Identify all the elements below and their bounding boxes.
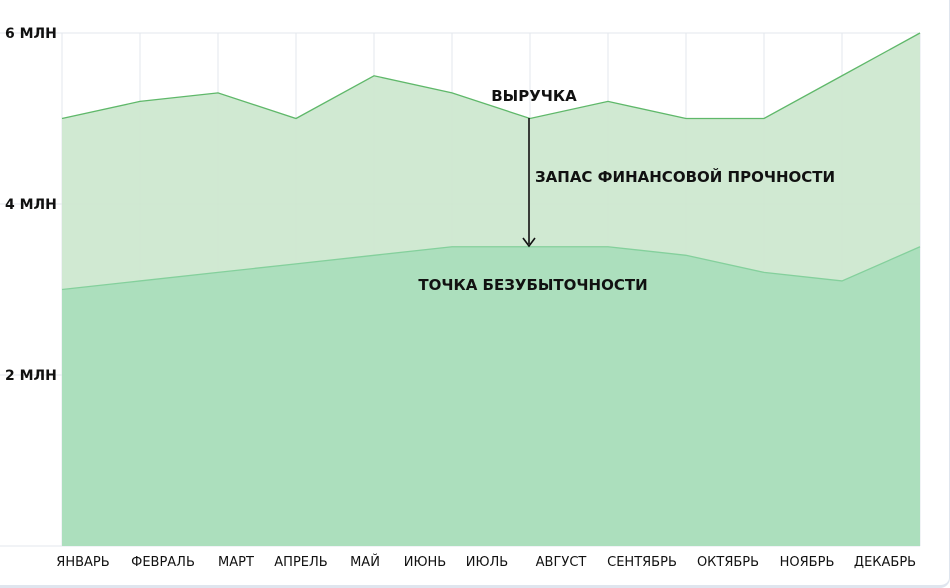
revenue-line: [61, 32, 921, 120]
y-tick-label: 2 МЛН: [5, 368, 57, 384]
x-tick-label: ИЮНЬ: [404, 555, 446, 570]
x-tick-label: СЕНТЯБРЬ: [607, 555, 677, 570]
x-tick-label: ЯНВАРЬ: [56, 555, 109, 570]
x-tick-label: АПРЕЛЬ: [274, 555, 327, 570]
breakeven-annotation: ТОЧКА БЕЗУБЫТОЧНОСТИ: [418, 276, 647, 294]
x-tick-label: МАРТ: [218, 555, 254, 570]
series-areas: [61, 32, 921, 546]
breakeven-line: [61, 246, 921, 291]
margin-arrow-head: [522, 237, 536, 248]
x-tick-label: ФЕВРАЛЬ: [131, 555, 195, 570]
x-axis-ticks: ЯНВАРЬ ФЕВРАЛЬ МАРТ АПРЕЛЬ МАЙ ИЮНЬ ИЮЛЬ АВГУСТ…: [56, 554, 916, 570]
annotations: ВЫРУЧКА ЗАПАС ФИНАНСОВОЙ ПРОЧНОСТИ ТОЧКА…: [418, 87, 835, 294]
revenue-annotation: ВЫРУЧКА: [491, 87, 577, 105]
x-tick-label: ОКТЯБРЬ: [697, 555, 759, 570]
x-tick-label: НОЯБРЬ: [780, 555, 835, 570]
x-tick-label: МАЙ: [350, 554, 380, 570]
x-tick-label: ИЮЛЬ: [466, 555, 508, 570]
x-tick-label: ДЕКАБРЬ: [854, 555, 916, 570]
y-axis-ticks: 2 МЛН 4 МЛН 6 МЛН: [5, 26, 57, 384]
breakeven-area: [62, 246, 920, 546]
y-tick-label: 4 МЛН: [5, 197, 57, 213]
margin-annotation: ЗАПАС ФИНАНСОВОЙ ПРОЧНОСТИ: [535, 167, 835, 186]
y-tick-label: 6 МЛН: [5, 26, 57, 42]
x-tick-label: АВГУСТ: [536, 555, 587, 570]
